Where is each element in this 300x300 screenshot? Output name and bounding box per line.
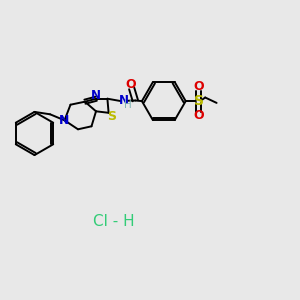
Text: N: N	[91, 88, 101, 102]
Text: O: O	[126, 78, 136, 91]
Text: O: O	[193, 109, 204, 122]
Text: N: N	[59, 114, 70, 127]
Text: O: O	[193, 80, 204, 93]
Text: Cl - H: Cl - H	[93, 214, 135, 230]
Text: H: H	[124, 100, 132, 110]
Text: S: S	[107, 110, 116, 123]
Text: S: S	[194, 94, 204, 108]
Text: N: N	[119, 94, 129, 107]
